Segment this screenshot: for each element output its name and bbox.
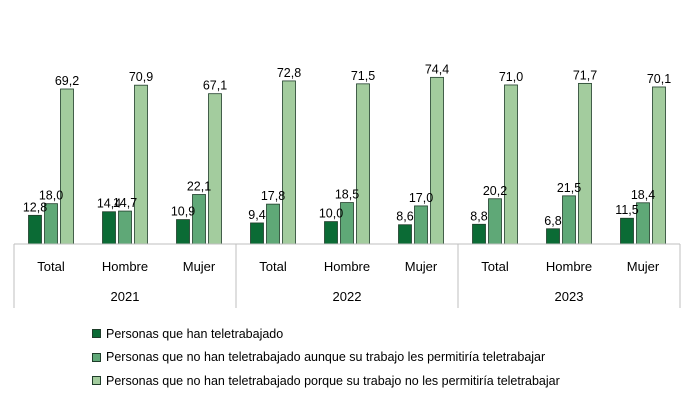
category-tick-label: Mujer [627, 259, 660, 274]
bar [250, 222, 264, 245]
bar [60, 88, 74, 245]
data-label: 11,5 [615, 203, 638, 217]
data-label: 10,0 [319, 207, 343, 221]
bars-layer [28, 76, 666, 245]
bar [324, 221, 338, 245]
bar [28, 214, 42, 245]
category-tick-label: Hombre [324, 259, 370, 274]
axis-layer: Total Hombre Mujer 2021 Total Hombre Mujer 2022… [13, 243, 681, 308]
legend-label: Personas que no han teletrabajado aunque… [106, 350, 546, 365]
data-label: 72,8 [277, 66, 301, 80]
category-tick-label: Total [259, 259, 287, 274]
data-label: 20,2 [483, 184, 507, 198]
data-label: 14,7 [113, 196, 137, 210]
year-label: 2022 [333, 289, 362, 304]
bar [134, 84, 148, 245]
bar [504, 84, 518, 245]
category-tick-label: Mujer [405, 259, 438, 274]
data-label: 6,8 [544, 214, 561, 228]
bar [430, 76, 444, 245]
bar [620, 217, 634, 245]
legend-swatch [92, 329, 101, 339]
data-label: 14,4 [97, 197, 121, 211]
data-label: 17,8 [261, 189, 285, 203]
category-tick-label: Total [481, 259, 509, 274]
legend-swatch [92, 352, 101, 362]
data-label: 67,1 [203, 79, 227, 93]
data-label: 12,8 [23, 200, 47, 214]
data-label: 22,1 [187, 179, 211, 193]
data-label: 10,9 [171, 205, 195, 219]
bar [546, 228, 560, 245]
year-label: 2021 [111, 289, 140, 304]
data-label: 71,7 [573, 68, 597, 82]
data-label: 17,0 [409, 191, 433, 205]
bar [176, 219, 190, 245]
bar [356, 83, 370, 245]
data-label: 18,0 [39, 189, 63, 203]
legend-item: Personas que no han teletrabajado porque… [92, 369, 560, 393]
bar [208, 93, 222, 245]
data-label: 9,4 [248, 208, 265, 222]
data-label: 69,2 [55, 74, 79, 88]
bar [102, 211, 116, 245]
legend-item: Personas que han teletrabajado [92, 322, 560, 346]
legend-item: Personas que no han teletrabajado aunque… [92, 346, 560, 370]
category-tick-label: Total [37, 259, 65, 274]
legend-label: Personas que han teletrabajado [106, 326, 284, 341]
category-tick-label: Mujer [183, 259, 216, 274]
data-label: 71,5 [351, 69, 375, 83]
legend: Personas que han teletrabajado Personas … [92, 322, 560, 393]
bar [488, 198, 502, 245]
data-label: 8,6 [396, 210, 413, 224]
data-label: 70,9 [129, 70, 153, 84]
data-label: 71,0 [499, 70, 523, 84]
year-label: 2023 [555, 289, 584, 304]
bar [652, 86, 666, 245]
legend-swatch [92, 376, 101, 386]
data-label: 21,5 [557, 181, 581, 195]
bar [562, 195, 576, 245]
data-label: 70,1 [647, 72, 671, 86]
bar [266, 203, 280, 245]
bar [398, 224, 412, 245]
category-tick-label: Hombre [102, 259, 148, 274]
bar [192, 194, 206, 245]
bar [472, 223, 486, 245]
bar [282, 80, 296, 245]
bar [578, 82, 592, 245]
data-label: 74,4 [425, 62, 449, 76]
data-label: 18,5 [335, 188, 359, 202]
bar [414, 205, 428, 245]
data-label: 18,4 [631, 188, 655, 202]
legend-label: Personas que no han teletrabajado porque… [106, 373, 560, 388]
category-tick-label: Hombre [546, 259, 592, 274]
data-label: 8,8 [470, 209, 487, 223]
labels-layer: 12,818,0 69,2 14,414,7 70,9 10,9 22,1 67,1 9,4 1… [23, 62, 671, 227]
bar [118, 210, 132, 245]
